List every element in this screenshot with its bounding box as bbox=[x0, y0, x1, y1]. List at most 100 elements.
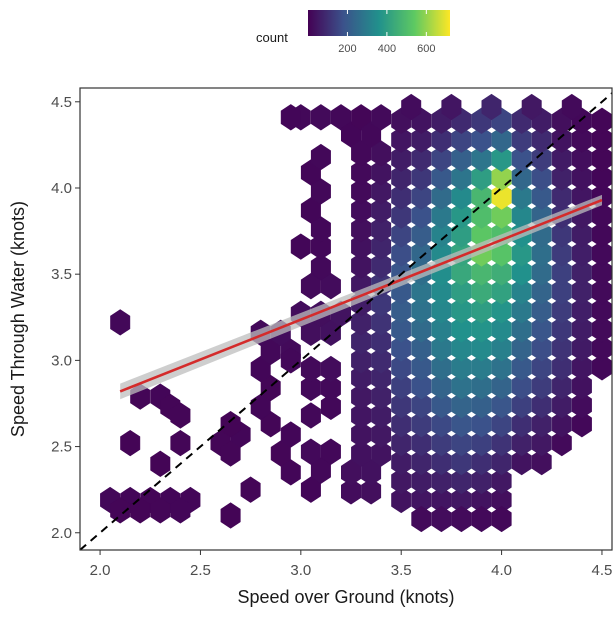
hex-bin bbox=[391, 467, 412, 495]
hex-bin bbox=[451, 297, 472, 324]
hex-bin bbox=[551, 335, 572, 362]
hex-bin bbox=[471, 429, 492, 457]
hex-bin bbox=[471, 297, 492, 324]
hex-bin bbox=[491, 278, 512, 305]
hex-bin bbox=[511, 297, 532, 324]
hex-bin bbox=[511, 240, 532, 267]
hex-bin bbox=[551, 183, 572, 210]
hex-bin bbox=[371, 104, 392, 131]
hex-bin bbox=[451, 505, 472, 533]
hex-bin bbox=[511, 354, 532, 381]
legend-tick-label: 400 bbox=[378, 43, 396, 55]
hex-bin bbox=[351, 421, 372, 448]
hex-bin bbox=[170, 497, 191, 524]
hex-bin bbox=[491, 373, 512, 400]
hex-bin bbox=[371, 347, 392, 374]
hex-bin bbox=[571, 411, 592, 438]
hex-bin bbox=[471, 259, 492, 286]
hex-bin bbox=[531, 429, 552, 457]
x-axis-title: Speed over Ground (knots) bbox=[237, 587, 454, 607]
hex-bin bbox=[471, 373, 492, 400]
y-axis: 2.0 2.5 3.0 3.5 4.0 4.5 bbox=[51, 94, 80, 542]
hex-bin bbox=[551, 373, 572, 400]
hex-bin bbox=[431, 505, 452, 533]
hex-bin bbox=[491, 411, 512, 438]
identity-line bbox=[80, 92, 612, 550]
hex-bin bbox=[411, 373, 432, 400]
hex-bin bbox=[391, 126, 412, 153]
hex-bin bbox=[220, 411, 241, 438]
hex-bin bbox=[571, 278, 592, 305]
hex-bin bbox=[491, 183, 512, 210]
hex-bin bbox=[411, 316, 432, 343]
hex-bin bbox=[320, 355, 341, 383]
x-tick-label: 4.0 bbox=[491, 562, 512, 579]
hex-bin bbox=[551, 164, 572, 191]
hex-bin bbox=[451, 316, 472, 343]
hex-bin bbox=[391, 335, 412, 362]
hex-bin bbox=[451, 221, 472, 248]
hex-bin bbox=[571, 240, 592, 267]
hex-bin bbox=[551, 259, 572, 286]
hex-bin bbox=[511, 183, 532, 210]
hex-bin bbox=[471, 183, 492, 210]
hex-bin bbox=[491, 126, 512, 153]
hex-bin bbox=[371, 328, 392, 355]
hex-bin bbox=[310, 233, 331, 260]
hex-bin bbox=[531, 278, 552, 305]
hex-bin bbox=[310, 143, 331, 171]
hex-bin bbox=[551, 145, 572, 172]
hex-bin bbox=[451, 392, 472, 419]
hex-bin bbox=[280, 347, 301, 374]
plot-panel bbox=[79, 87, 613, 551]
legend-tick-label: 600 bbox=[417, 43, 435, 55]
hex-bin bbox=[220, 502, 241, 529]
hex-bin bbox=[451, 448, 472, 476]
hex-bin bbox=[391, 316, 412, 343]
hex-bin bbox=[511, 335, 532, 362]
hex-bin bbox=[431, 467, 452, 495]
hex-bin bbox=[361, 478, 382, 505]
hex-bin bbox=[531, 164, 552, 191]
hex-bin bbox=[531, 183, 552, 210]
hex-bin bbox=[511, 316, 532, 343]
hex-bin bbox=[451, 278, 472, 305]
hex-bin bbox=[411, 392, 432, 419]
y-tick-label: 2.5 bbox=[51, 439, 72, 456]
hex-bin bbox=[511, 259, 532, 286]
hex-bin bbox=[491, 467, 512, 495]
hex-bin bbox=[451, 411, 472, 438]
hex-bin bbox=[571, 126, 592, 153]
hex-bin bbox=[511, 448, 532, 476]
legend-ticks: 200 400 600 bbox=[338, 10, 436, 55]
hex-bin bbox=[411, 145, 432, 172]
x-tick-label: 2.0 bbox=[90, 562, 111, 579]
hex-bin bbox=[531, 240, 552, 267]
hex-bin bbox=[491, 335, 512, 362]
hex-bin bbox=[531, 335, 552, 362]
y-tick-label: 2.0 bbox=[51, 525, 72, 542]
hex-bin bbox=[451, 354, 472, 381]
hex-bin bbox=[531, 145, 552, 172]
hex-bin bbox=[431, 126, 452, 153]
hex-bin bbox=[411, 126, 432, 153]
hex-bin bbox=[531, 411, 552, 438]
x-axis: 2.0 2.5 3.0 3.5 4.0 4.5 bbox=[90, 550, 612, 579]
y-tick-label: 4.0 bbox=[51, 180, 72, 197]
hex-bin bbox=[571, 297, 592, 324]
hex-bin bbox=[431, 429, 452, 457]
hex-bin bbox=[240, 476, 261, 503]
hex-bin bbox=[351, 178, 372, 205]
hex-bin bbox=[300, 374, 321, 402]
hex-bin bbox=[511, 126, 532, 153]
hex-bin bbox=[521, 93, 542, 121]
hex-bin bbox=[551, 429, 572, 457]
hex-bin bbox=[451, 259, 472, 286]
hex-bin bbox=[451, 429, 472, 457]
hex-bin bbox=[471, 145, 492, 172]
hex-bin bbox=[511, 278, 532, 305]
hex-bin bbox=[471, 448, 492, 476]
hex-bin bbox=[391, 240, 412, 267]
hex-bin bbox=[351, 440, 372, 467]
